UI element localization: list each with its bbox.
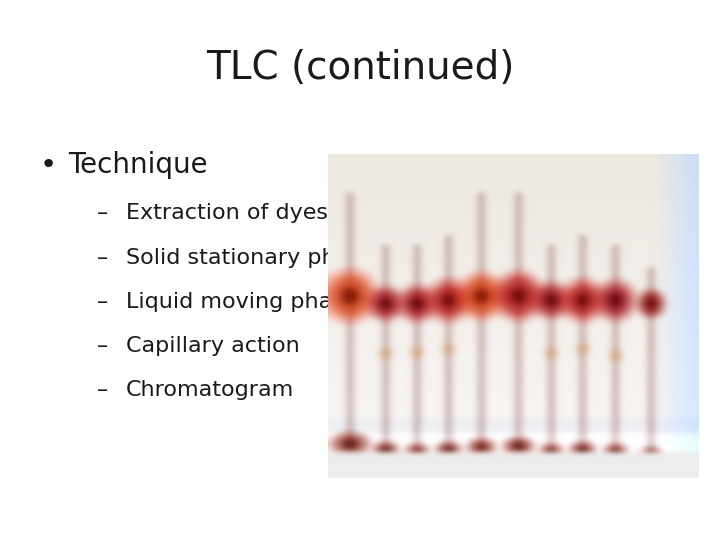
- Text: –: –: [97, 203, 109, 224]
- Text: Technique: Technique: [68, 151, 208, 179]
- Text: –: –: [97, 336, 109, 356]
- Text: Solid stationary phase: Solid stationary phase: [126, 247, 374, 268]
- Text: –: –: [97, 292, 109, 312]
- Text: –: –: [97, 380, 109, 401]
- Text: –: –: [97, 247, 109, 268]
- Text: Extraction of dyes: Extraction of dyes: [126, 203, 328, 224]
- Text: Liquid moving phase: Liquid moving phase: [126, 292, 358, 312]
- Text: Capillary action: Capillary action: [126, 336, 300, 356]
- Text: TLC (continued): TLC (continued): [206, 49, 514, 86]
- Text: •: •: [40, 151, 57, 179]
- Text: Chromatogram: Chromatogram: [126, 380, 294, 401]
